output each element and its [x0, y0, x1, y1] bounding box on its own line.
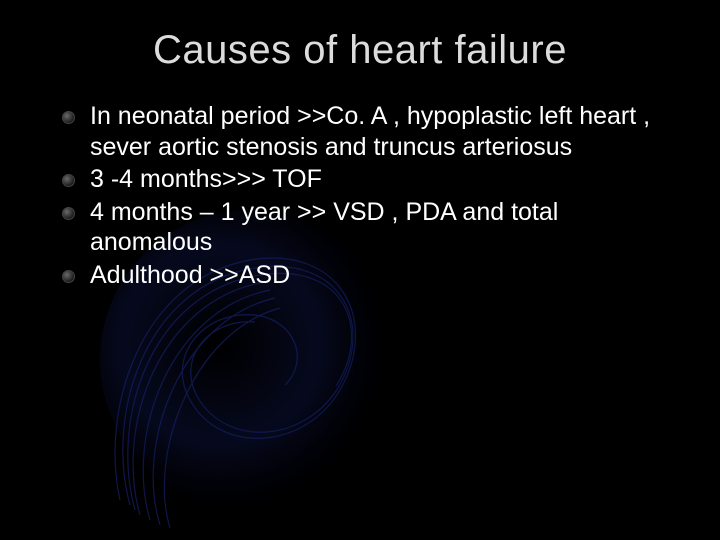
- bullet-item: 3 -4 months>>> TOF: [62, 164, 670, 195]
- bullet-item: 4 months – 1 year >> VSD , PDA and total…: [62, 197, 670, 258]
- bullet-item: In neonatal period >>Co. A , hypoplastic…: [62, 101, 670, 162]
- slide-container: Causes of heart failure In neonatal peri…: [0, 0, 720, 540]
- bullet-list: In neonatal period >>Co. A , hypoplastic…: [50, 101, 670, 290]
- bullet-item: Adulthood >>ASD: [62, 260, 670, 291]
- slide-title: Causes of heart failure: [50, 28, 670, 73]
